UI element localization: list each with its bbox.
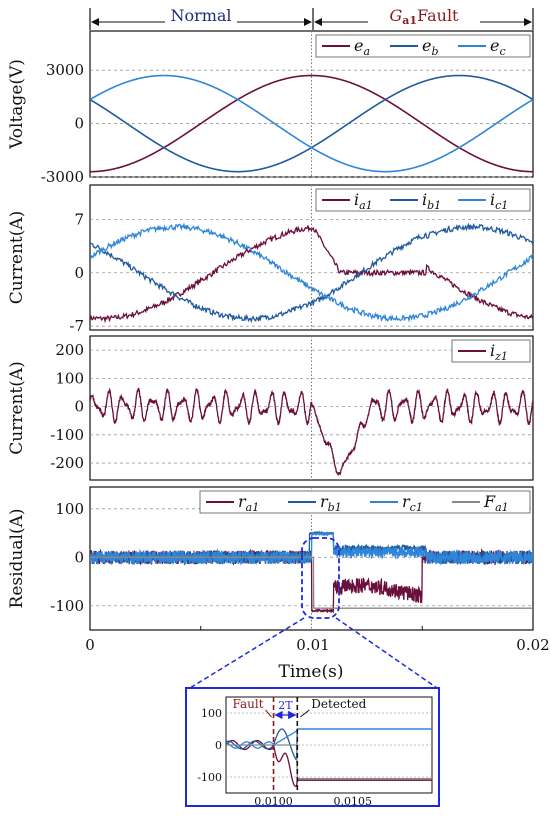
legend-entry: eb: [422, 36, 439, 58]
y-tick-label: 0: [74, 398, 84, 416]
y-tick-label: 0: [74, 264, 84, 282]
inset-window-label: 2T: [278, 699, 293, 712]
panel-3: 200 100 0 -100 -200 Current(A) iz1: [7, 335, 534, 481]
legend-entry: ea: [354, 36, 370, 58]
inset-series-line: [226, 744, 432, 780]
series-line-ec: [90, 74, 533, 173]
zoom-line-right: [335, 617, 438, 689]
plot-frame: [89, 30, 534, 178]
series-line-ic1: [90, 222, 533, 323]
y-tick-label: 0: [74, 115, 84, 133]
inset-zoom: 100 0 -100 0.0100 0.0105 Fault Detected 2T: [185, 687, 440, 808]
y-tick-label: 3000: [46, 61, 84, 79]
y-axis-label: Current(A): [7, 361, 27, 455]
inset-y-tick-label: 100: [201, 707, 222, 720]
series-line-Fa1: [90, 556, 533, 609]
zoom-connectors: [189, 537, 438, 689]
x-tick-label: 0: [85, 636, 95, 654]
fault-label: Ga1Fault: [390, 6, 460, 27]
y-tick-label: -200: [50, 454, 84, 472]
inset-series-line: [226, 739, 432, 787]
legend-box: [199, 490, 531, 514]
zoom-line-left: [189, 617, 305, 689]
y-tick-label: 200: [55, 341, 84, 359]
inset-fault-pointer: [265, 709, 272, 718]
zoom-region: [301, 537, 340, 619]
panel-4: 100 0 -100 Residual(A) ra1 rb1 rc1 Fa1: [7, 486, 534, 631]
inset-x-tick-label: 0.0105: [334, 795, 373, 808]
legend-box: [315, 34, 531, 58]
y-tick-label: -100: [50, 597, 84, 615]
inset-y-tick-label: 0: [215, 739, 222, 752]
legend-entry: ec: [490, 36, 506, 58]
legend-entry: ra1: [238, 492, 259, 514]
panel-1: 3000 0 -3000 Voltage(V) ea eb ec: [7, 30, 534, 186]
legend-entry: rc1: [402, 492, 423, 514]
legend-entry: rb1: [320, 492, 342, 514]
legend-entry: Fa1: [483, 492, 509, 514]
series-line-iz1: [90, 387, 533, 476]
series-line-ia1: [90, 225, 533, 324]
legend-entry: ib1: [422, 190, 441, 212]
y-axis-label: Current(A): [7, 211, 27, 305]
inset-x-tick-label: 0.0100: [254, 795, 293, 808]
inset-series-line: [226, 728, 432, 749]
panels: 3000 0 -3000 Voltage(V) ea eb ec 7 0 -7 Current(A)…: [7, 30, 534, 631]
x-axis: 0 0.01 0.02 Time(s): [85, 636, 549, 682]
x-axis-label: Time(s): [279, 662, 344, 682]
series-line-ib1: [90, 222, 533, 324]
header: Normal Ga1Fault: [89, 4, 534, 30]
y-axis-label: Voltage(V): [7, 59, 27, 150]
y-tick-label: 100: [55, 369, 84, 387]
y-axis-label: Residual(A): [7, 509, 27, 609]
inset-fault-label: Fault: [232, 697, 263, 711]
legend-box: [451, 339, 531, 363]
inset-detected-label: Detected: [311, 697, 366, 711]
legend-box: [315, 188, 531, 212]
x-tick-label: 0.01: [296, 636, 329, 654]
y-tick-label: 7: [74, 210, 84, 228]
x-tick-label: 0.02: [516, 636, 549, 654]
series-line-rc1: [90, 531, 533, 566]
y-tick-label: 0: [74, 548, 84, 566]
panel-2: 7 0 -7 Current(A) ia1 ib1 ic1: [7, 184, 534, 335]
y-tick-label: -3000: [41, 168, 84, 186]
legend-entry: ic1: [490, 190, 508, 212]
legend-entry: ia1: [354, 190, 373, 212]
inset-y-tick-label: -100: [197, 771, 222, 784]
inset-detected-pointer: [300, 709, 310, 718]
legend-entry: iz1: [490, 341, 508, 363]
normal-label: Normal: [170, 6, 231, 25]
y-tick-label: 100: [55, 500, 84, 518]
y-tick-label: -100: [50, 426, 84, 444]
y-tick-label: -7: [69, 317, 84, 335]
